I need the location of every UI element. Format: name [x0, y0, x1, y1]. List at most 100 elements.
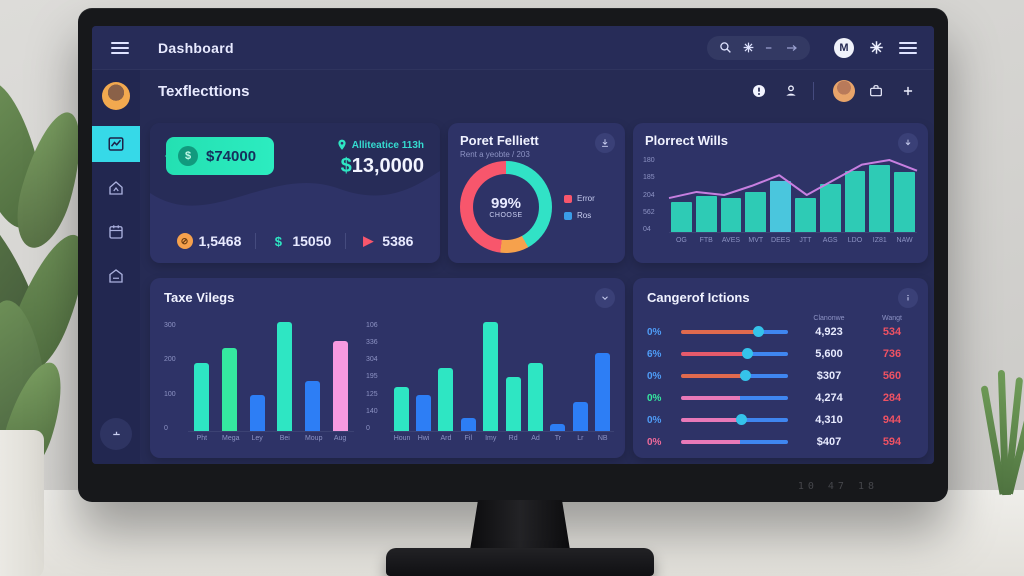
location-label: Alliteatice 113h	[351, 139, 424, 151]
bar-chart-right: 106 336 304 195 125 140 0 Houn Hwi Ard Fil Imy Rd Ad T…	[366, 322, 614, 442]
x-tick-label: AVES	[721, 237, 741, 244]
slider-column-headers: Clanonwe Wangt	[647, 315, 914, 322]
stat-item: ⊘ 1,5468	[163, 233, 256, 249]
slider-rows: 0% 4,923 534 6% 5,600 736 0% $307 560 0% 4,274 284 0…	[647, 324, 914, 450]
sidebar-power-button[interactable]	[100, 418, 132, 450]
y-tick-label: 304	[366, 356, 378, 364]
slider[interactable]	[681, 348, 788, 359]
total-amount: $13,0000	[340, 155, 424, 177]
monitor-stand-base	[386, 548, 654, 576]
location-row: Alliteatice 113h	[337, 139, 424, 151]
sidebar-item-home[interactable]	[92, 170, 140, 206]
slider[interactable]	[681, 414, 788, 425]
legend-swatch	[564, 211, 572, 220]
topbar: Dashboard M	[92, 26, 934, 70]
x-tick-label: Mega	[221, 435, 240, 442]
slider-thumb[interactable]	[742, 348, 754, 359]
slider[interactable]	[681, 326, 788, 337]
donut-card-title: Poret Felliett	[460, 133, 539, 148]
bar	[332, 340, 348, 431]
bar	[249, 395, 265, 431]
slider-percent: 0%	[647, 370, 662, 382]
sparkle-icon	[743, 42, 754, 53]
bar	[460, 417, 476, 431]
sidebar-item-house[interactable]	[92, 258, 140, 294]
plant	[0, 75, 130, 576]
stats-card: $ $74000 Alliteatice 113h $13,0000 ⊘ 1,54…	[150, 123, 440, 263]
flag-icon: ▶	[363, 233, 374, 248]
area-bar	[720, 197, 742, 232]
x-tick-label: DEES	[771, 237, 791, 244]
x-tick-label: LDO	[847, 237, 863, 244]
x-tick-label: Imy	[485, 435, 497, 442]
area-bar	[770, 181, 791, 232]
slider[interactable]	[681, 396, 788, 400]
legend-swatch	[564, 194, 572, 203]
briefcase-icon[interactable]	[864, 79, 888, 103]
x-tick-label: Aug	[333, 435, 347, 442]
row-weight: 944	[882, 414, 902, 426]
menu-icon[interactable]	[108, 36, 132, 60]
coin-icon: ⊘	[176, 233, 193, 249]
slider-row: 0% 4,274 284	[647, 390, 914, 406]
bar	[550, 424, 566, 431]
slider-thumb[interactable]	[753, 326, 765, 337]
amount-badge: $ $74000	[164, 137, 275, 175]
slider[interactable]	[681, 440, 788, 444]
x-tick-label: Houn	[393, 435, 411, 442]
overflow-menu-icon[interactable]	[896, 36, 920, 60]
area-bar	[745, 191, 767, 232]
stat-item: ▶ 5386	[345, 233, 427, 249]
y-tick-label: 04	[643, 226, 651, 233]
legend-item: Ros	[564, 211, 595, 220]
profile-avatar[interactable]	[102, 82, 130, 110]
row-value: 4,274	[815, 392, 843, 404]
monitor-stand-neck	[470, 500, 570, 550]
x-tick-label: Ard	[440, 435, 452, 442]
sidebar-item-dashboard[interactable]	[92, 126, 140, 162]
sidebar	[92, 70, 140, 464]
y-tick-label: 204	[643, 191, 655, 199]
column-header-value: Clanonwe	[813, 315, 845, 322]
expand-icon[interactable]	[898, 133, 918, 153]
sliders-card: Cangerof Ictions Clanonwe Wangt 0% 4,923 5…	[633, 278, 928, 458]
x-tick-label: Pht	[196, 435, 208, 442]
add-icon[interactable]	[896, 79, 920, 103]
alert-icon[interactable]	[747, 79, 771, 103]
download-icon[interactable]	[595, 133, 615, 153]
power-icon	[112, 431, 120, 435]
user-button[interactable]: M	[832, 36, 856, 60]
dollar-icon: $	[274, 233, 282, 249]
x-tick-label: Fil	[464, 435, 473, 442]
user-photo-avatar[interactable]	[832, 79, 856, 103]
stats-row: ⊘ 1,5468 $15050 ▶ 5386	[150, 233, 440, 249]
bar	[194, 363, 210, 431]
slider-row: 0% $407 594	[647, 434, 914, 450]
sidebar-item-calendar[interactable]	[92, 214, 140, 250]
person-icon[interactable]	[779, 79, 803, 103]
bezel-label: 10 47 18	[797, 481, 878, 492]
slider-thumb[interactable]	[735, 414, 747, 425]
area-bar	[869, 164, 891, 232]
slider-thumb[interactable]	[740, 370, 752, 381]
slider-percent: 0%	[647, 414, 662, 426]
area-bar	[794, 197, 816, 232]
row-value: 4,923	[815, 326, 843, 338]
area-bar	[894, 172, 915, 232]
settings-gear-icon[interactable]	[864, 36, 888, 60]
bar	[572, 401, 588, 431]
y-tick-label: 195	[366, 373, 378, 381]
search-bar[interactable]	[707, 35, 810, 60]
page-title: Dashboard	[158, 39, 234, 56]
area-plot	[668, 157, 918, 233]
dash-icon	[765, 46, 772, 49]
info-icon[interactable]	[898, 288, 918, 308]
area-bar	[671, 202, 692, 232]
x-tick-label: Hwi	[417, 435, 430, 442]
bar	[595, 352, 611, 431]
area-bar	[844, 170, 866, 232]
chevron-down-icon[interactable]	[595, 288, 615, 308]
slider[interactable]	[681, 370, 788, 381]
coin-icon: $	[178, 146, 198, 166]
slider-row: 6% 5,600 736	[647, 346, 914, 362]
